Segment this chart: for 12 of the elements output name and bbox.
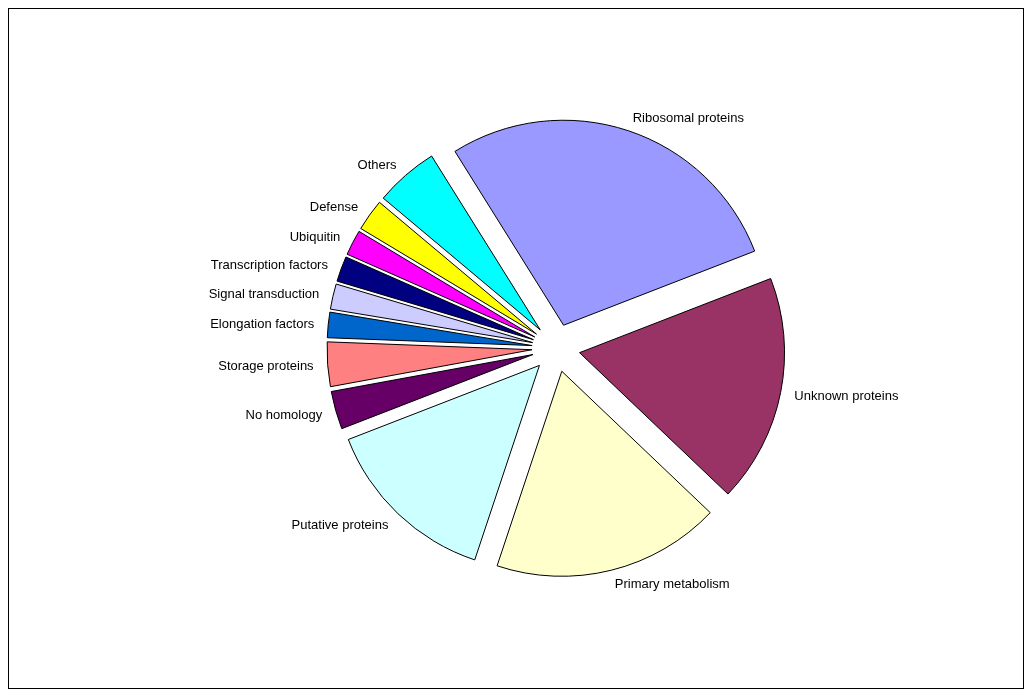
slice-label: Signal transduction <box>208 285 320 301</box>
slice-label: Primary metabolism <box>614 576 730 592</box>
slice-label: Ubiquitin <box>289 228 341 244</box>
slice-label: Elongation factors <box>210 315 315 331</box>
slice-label: Defense <box>309 199 359 215</box>
slice-label: Others <box>357 157 398 173</box>
slice-label: No homology <box>245 406 323 422</box>
slice-label: Ribosomal proteins <box>632 109 745 125</box>
slice-label: Storage proteins <box>218 357 315 373</box>
slice-label: Unknown proteins <box>794 387 899 403</box>
slice-label: Transcription factors <box>210 256 329 272</box>
slice-label: Putative proteins <box>291 516 389 532</box>
